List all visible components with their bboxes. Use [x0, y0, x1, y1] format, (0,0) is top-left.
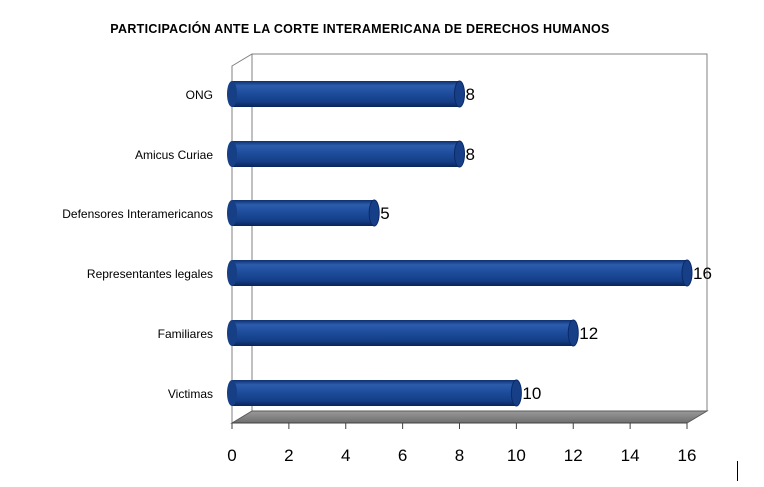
bar-end-cap [510, 379, 522, 407]
bar-left-cap [227, 320, 237, 346]
category-label: Victimas [168, 387, 213, 401]
bar [232, 380, 517, 406]
data-label: 10 [522, 384, 541, 403]
category-label: Familiares [158, 327, 213, 341]
x-tick-label: 14 [621, 446, 640, 465]
labels-group: 0 2 4 6 8 10 12 14 16 8 ONG 8 Amicus Curiae 5 Defensor… [62, 85, 712, 465]
category-label: Defensores Interamericanos [62, 207, 213, 221]
data-label: 12 [579, 324, 598, 343]
data-label: 8 [466, 145, 475, 164]
bar-end-cap [368, 199, 380, 227]
x-tick-label: 10 [507, 446, 526, 465]
category-label: ONG [186, 88, 213, 102]
bar [232, 81, 460, 107]
plot-back-wall [231, 53, 708, 423]
category-label: Amicus Curiae [135, 148, 213, 162]
x-tick-label: 12 [564, 446, 583, 465]
chart-title: PARTICIPACIÓN ANTE LA CORTE INTERAMERICA… [110, 22, 610, 36]
bar-end-cap [681, 259, 693, 287]
text-cursor [737, 461, 738, 481]
bar-end-cap [454, 140, 465, 168]
plot-floor [230, 410, 709, 424]
bar-end-cap [454, 80, 465, 108]
bar [232, 200, 375, 226]
x-tick-label: 4 [341, 446, 350, 465]
bar-left-cap [227, 141, 237, 167]
category-label: Representantes legales [87, 267, 213, 281]
bar-left-cap [227, 380, 237, 406]
bar [232, 260, 687, 286]
bar [232, 320, 574, 346]
bar-left-cap [227, 260, 237, 286]
x-tick-label: 6 [398, 446, 407, 465]
bar-end-cap [567, 319, 579, 347]
x-tick-label: 0 [227, 446, 236, 465]
bars-group [227, 80, 693, 407]
bar-left-cap [227, 200, 237, 226]
data-label: 5 [380, 204, 389, 223]
plot-frame [230, 53, 709, 429]
data-label: 16 [693, 264, 712, 283]
bar-left-cap [227, 81, 237, 107]
x-tick-label: 16 [678, 446, 697, 465]
data-label: 8 [466, 85, 475, 104]
x-tick-label: 2 [284, 446, 293, 465]
x-tick-label: 8 [455, 446, 464, 465]
bar [232, 141, 460, 167]
